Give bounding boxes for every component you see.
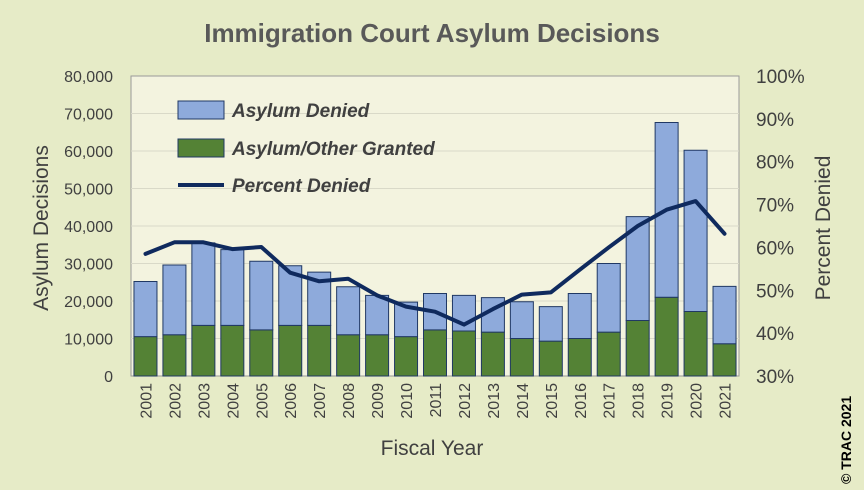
x-tick-label: 2008 xyxy=(341,383,358,419)
y-tick-label: 40,000 xyxy=(64,219,113,236)
x-tick-label: 2006 xyxy=(283,383,300,419)
bar-denied-2017 xyxy=(596,263,621,333)
legend-swatch-asylum-denied xyxy=(177,100,225,120)
bar-denied-2009 xyxy=(365,294,390,336)
x-tick-label: 2014 xyxy=(515,383,532,419)
copyright-notice: © TRAC 2021 xyxy=(838,396,854,484)
y2-tick-label: 100% xyxy=(756,67,805,88)
bar-denied-2015 xyxy=(538,306,563,342)
y-tick-label: 80,000 xyxy=(64,69,113,86)
bar-granted-2019 xyxy=(654,296,679,377)
bar-granted-2009 xyxy=(365,334,390,377)
bar-granted-2012 xyxy=(451,330,476,377)
x-tick-label: 2011 xyxy=(428,383,445,418)
percent-denied-line-group xyxy=(143,199,727,327)
bar-denied-2021 xyxy=(712,285,737,345)
x-tick-label: 2015 xyxy=(544,383,561,419)
x-tick-label: 2012 xyxy=(457,383,474,419)
chart-title: Immigration Court Asylum Decisions xyxy=(204,18,660,48)
bar-denied-2018 xyxy=(625,216,650,321)
y2-tick-label: 90% xyxy=(756,110,794,131)
right-axis-ticks: 30% 40% 50% 60% 70% 80% 90% 100% xyxy=(756,67,805,388)
bar-granted-2007 xyxy=(307,324,332,377)
x-tick-label: 2001 xyxy=(139,383,156,419)
legend-swatch-asylum-granted xyxy=(177,138,225,158)
bar-granted-2011 xyxy=(423,329,447,377)
bar-denied-2016 xyxy=(567,293,592,339)
y-tick-label: 60,000 xyxy=(64,144,113,161)
x-tick-label: 2007 xyxy=(312,383,329,419)
x-tick-label: 2021 xyxy=(718,383,735,419)
bar-granted-2016 xyxy=(567,338,592,377)
bar-granted-2008 xyxy=(336,334,361,377)
y2-axis-title: Percent Denied xyxy=(812,156,835,301)
x-tick-label: 2020 xyxy=(689,383,706,419)
bar-denied-2005 xyxy=(249,260,274,331)
x-tick-label: 2003 xyxy=(196,383,213,419)
x-tick-label: 2013 xyxy=(486,383,503,419)
legend: Asylum Denied Asylum/Other Granted Perce… xyxy=(177,100,435,197)
y-tick-label: 30,000 xyxy=(64,257,113,274)
bar-denied-2020 xyxy=(683,149,708,312)
legend-label-asylum-granted: Asylum/Other Granted xyxy=(231,139,435,160)
bar-denied-2003 xyxy=(191,242,216,326)
x-tick-label: 2009 xyxy=(370,383,387,419)
bar-granted-2010 xyxy=(394,336,419,377)
x-tick-label: 2018 xyxy=(631,383,648,419)
bar-granted-2021 xyxy=(712,343,737,377)
y2-tick-label: 80% xyxy=(756,153,794,174)
x-tick-label: 2004 xyxy=(225,383,242,419)
bar-granted-2013 xyxy=(480,331,505,377)
x-tick-label: 2010 xyxy=(399,383,416,419)
x-tick-label: 2002 xyxy=(167,383,184,419)
y2-tick-label: 40% xyxy=(756,324,794,345)
bar-denied-2010 xyxy=(394,301,419,338)
bar-granted-2001 xyxy=(133,336,158,377)
bar-granted-2002 xyxy=(162,334,187,377)
bar-granted-2006 xyxy=(278,324,303,377)
y-tick-label: 50,000 xyxy=(64,182,113,199)
bar-granted-2014 xyxy=(509,338,534,377)
y2-tick-label: 60% xyxy=(756,238,794,259)
x-axis-title: Fiscal Year xyxy=(381,437,484,460)
legend-label-asylum-denied: Asylum Denied xyxy=(231,101,370,122)
bar-denied-2001 xyxy=(133,281,158,338)
x-tick-label: 2016 xyxy=(573,383,590,419)
y-tick-label: 70,000 xyxy=(64,107,113,124)
bar-granted-2003 xyxy=(191,324,216,377)
bar-granted-2015 xyxy=(538,340,563,377)
bar-granted-2017 xyxy=(596,331,621,377)
y2-tick-label: 70% xyxy=(756,196,794,217)
bar-granted-2018 xyxy=(625,320,650,377)
y2-tick-label: 50% xyxy=(756,281,794,302)
y2-tick-label: 30% xyxy=(756,367,794,388)
bar-denied-2002 xyxy=(162,264,187,336)
x-tick-label: 2019 xyxy=(660,383,677,419)
bar-denied-2006 xyxy=(278,265,303,326)
left-axis-ticks: 0 10,000 20,000 30,000 40,000 50,000 60,000 70,… xyxy=(64,69,113,386)
bar-denied-2004 xyxy=(220,249,245,326)
legend-label-percent-denied: Percent Denied xyxy=(232,176,371,197)
x-tick-label: 2017 xyxy=(602,383,619,419)
bar-granted-2020 xyxy=(683,311,708,377)
y-tick-label: 10,000 xyxy=(64,332,113,349)
percent-denied-line xyxy=(143,199,727,327)
bar-denied-2007 xyxy=(307,271,332,326)
y-axis-title: Asylum Decisions xyxy=(30,145,53,311)
bar-denied-2014 xyxy=(509,301,534,339)
x-tick-label: 2005 xyxy=(254,383,271,419)
x-axis-ticks: 2001 2002 2003 2004 2005 2006 2007 2008 2009 2010… xyxy=(139,383,735,419)
bar-granted-2004 xyxy=(220,324,245,377)
bar-denied-2008 xyxy=(336,286,361,336)
bar-granted-2005 xyxy=(249,329,274,377)
y-tick-label: 20,000 xyxy=(64,294,113,311)
y-tick-label: 0 xyxy=(104,369,113,386)
